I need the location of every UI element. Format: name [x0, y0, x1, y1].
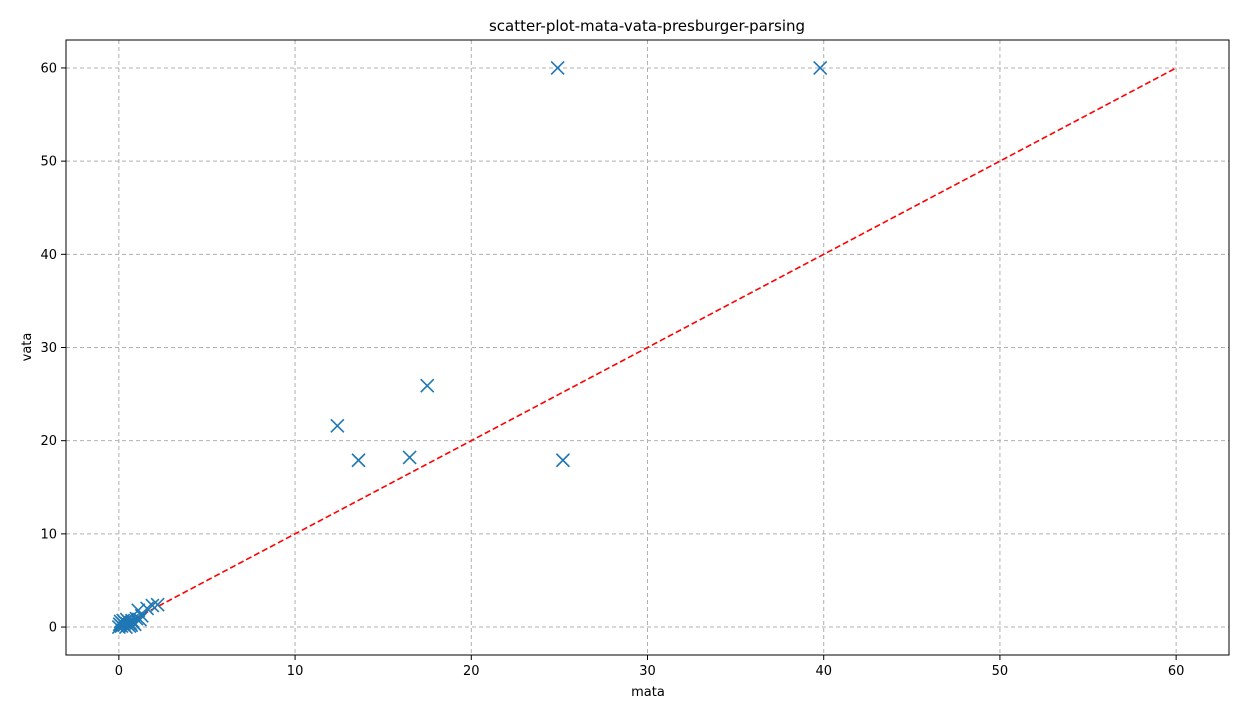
- data-point-stroke: [330, 418, 345, 433]
- data-point-stroke: [145, 598, 160, 613]
- x-tick-label: 20: [463, 664, 480, 679]
- y-tick-label: 30: [40, 341, 57, 356]
- data-point: [150, 597, 165, 612]
- data-point: [555, 453, 570, 468]
- reference-line: [118, 67, 1177, 628]
- data-point-stroke: [555, 453, 570, 468]
- x-tick-label: 10: [287, 664, 304, 679]
- data-point-stroke: [132, 612, 148, 627]
- data-point: [550, 60, 565, 76]
- ticks-layer: 0 10 20 30 40 50 60 0 10 20 30 40 50 60: [40, 61, 1184, 679]
- x-tick-label: 0: [115, 664, 123, 679]
- data-point: [813, 60, 828, 76]
- data-point-stroke: [813, 60, 828, 76]
- y-axis-label: vata: [20, 333, 35, 362]
- chart-title: scatter-plot-mata-vata-presburger-parsin…: [489, 17, 805, 35]
- points-layer: [111, 60, 828, 635]
- data-point-stroke: [420, 378, 435, 393]
- data-point: [145, 598, 160, 613]
- data-point: [330, 418, 345, 433]
- y-tick-label: 60: [40, 61, 57, 76]
- data-point: [351, 453, 366, 468]
- x-tick-label: 40: [815, 664, 832, 679]
- x-tick-label: 50: [992, 664, 1009, 679]
- y-tick-label: 0: [49, 621, 57, 636]
- data-point: [402, 450, 417, 465]
- x-tick-label: 30: [639, 664, 656, 679]
- y-tick-label: 40: [40, 248, 57, 263]
- data-point: [132, 612, 148, 627]
- reference-line-layer: [118, 67, 1177, 628]
- data-point-stroke: [402, 450, 417, 465]
- data-point-stroke: [550, 60, 565, 76]
- data-point-stroke: [351, 453, 366, 468]
- x-axis-label: mata: [631, 685, 665, 700]
- y-tick-label: 50: [40, 155, 57, 170]
- y-tick-label: 10: [40, 527, 57, 542]
- x-tick-label: 60: [1168, 664, 1185, 679]
- data-point-stroke: [150, 597, 165, 612]
- y-tick-label: 20: [40, 434, 57, 449]
- grid-layer: [66, 40, 1229, 655]
- data-point: [420, 378, 435, 393]
